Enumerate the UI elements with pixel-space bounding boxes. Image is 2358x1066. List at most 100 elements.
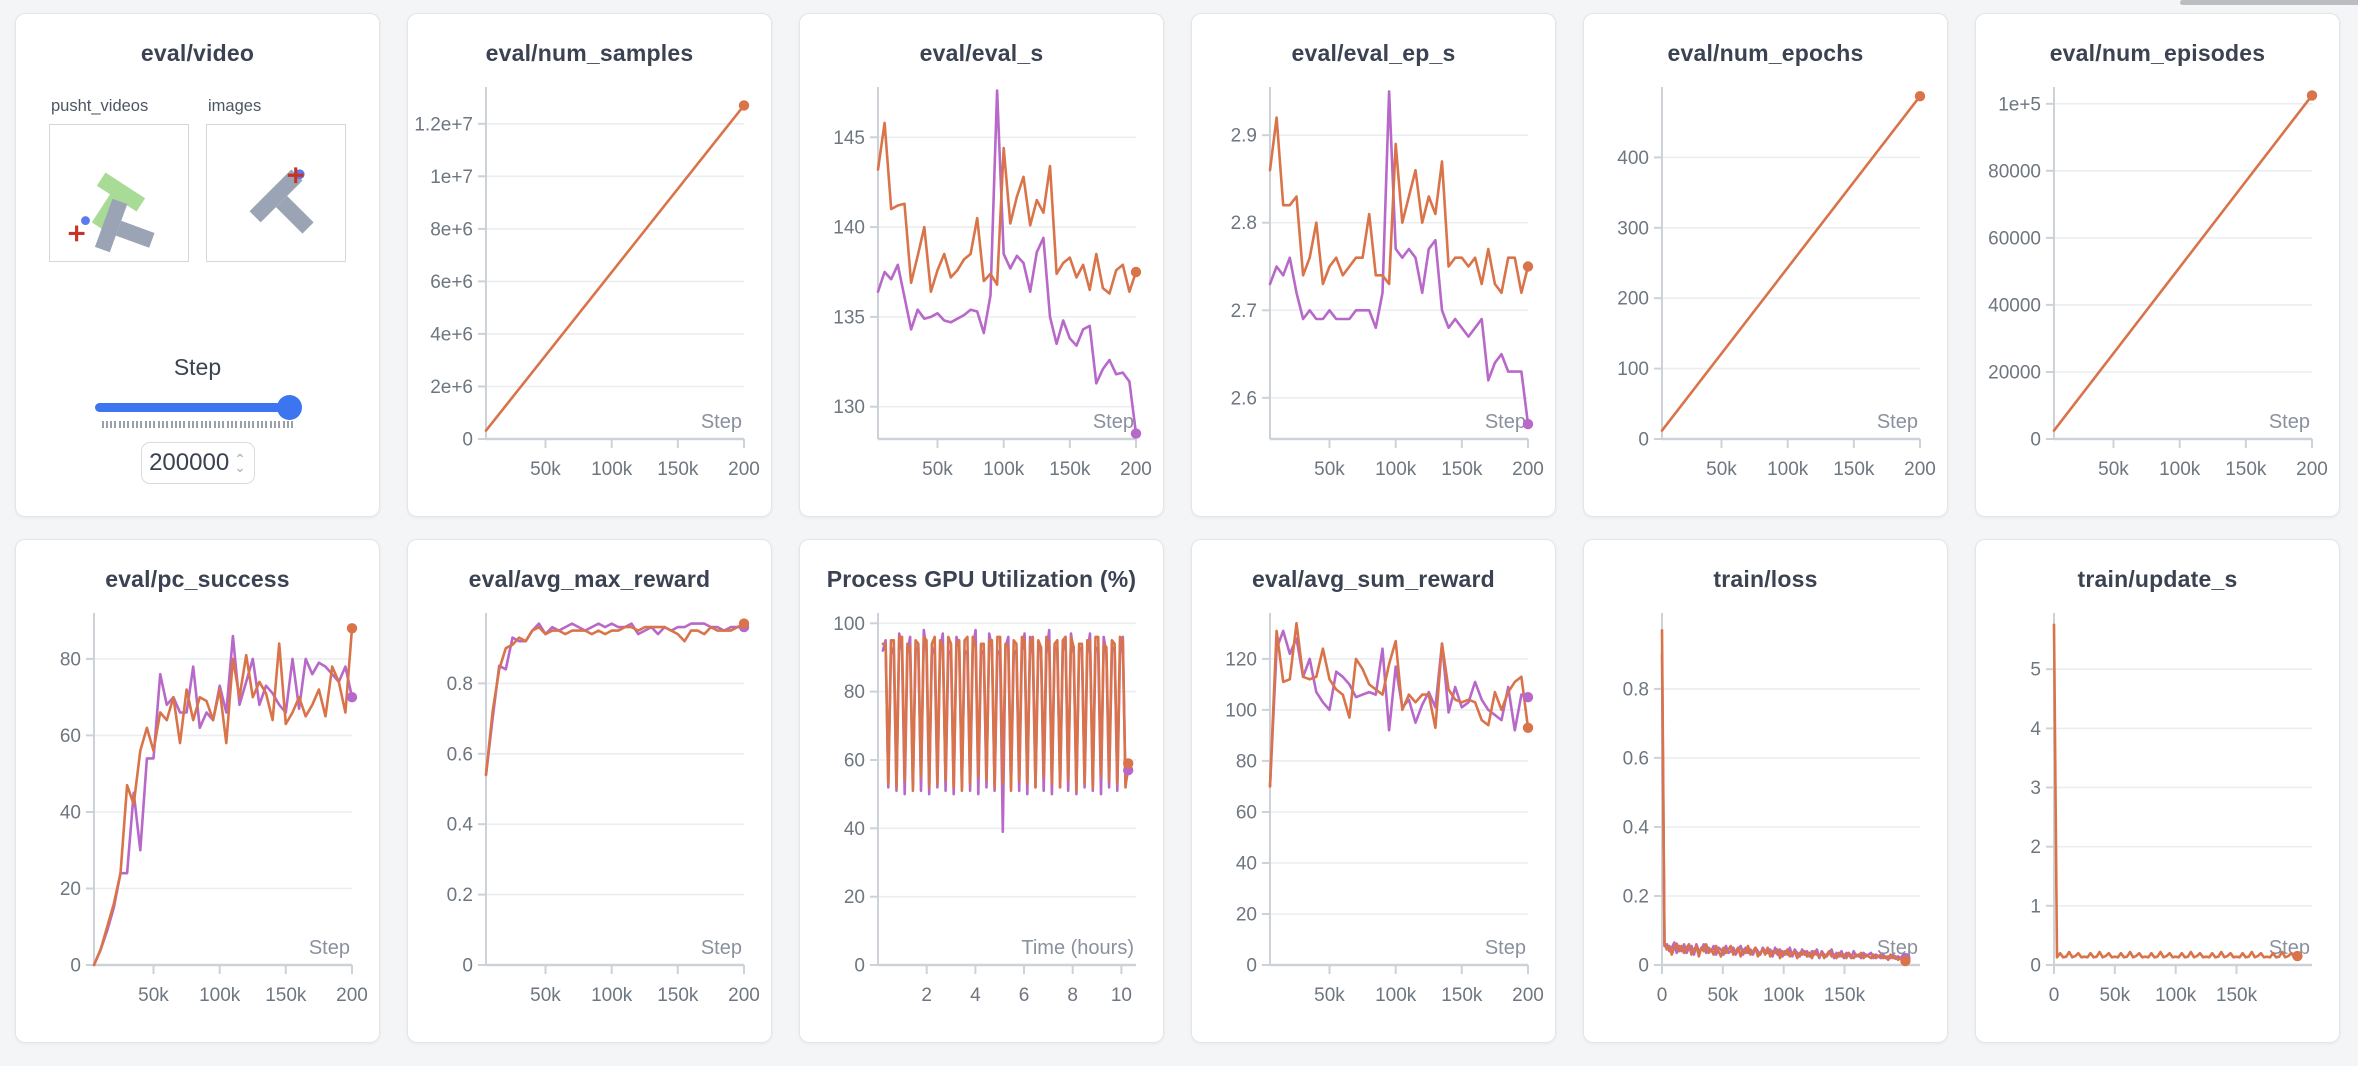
svg-text:5: 5 — [2030, 660, 2041, 681]
svg-text:60: 60 — [843, 751, 864, 772]
svg-text:100k: 100k — [983, 459, 1025, 480]
svg-text:1.2e+7: 1.2e+7 — [414, 114, 473, 135]
svg-text:100k: 100k — [591, 985, 633, 1006]
svg-text:150k: 150k — [657, 985, 699, 1006]
step-input[interactable]: 200000 ⌃ ⌄ — [140, 442, 255, 484]
svg-text:Step: Step — [1484, 937, 1525, 959]
svg-text:20: 20 — [59, 879, 80, 900]
svg-text:100k: 100k — [1375, 459, 1417, 480]
panel-eval-num-epochs: eval/num_epochs 0 100 200 300 400 50k 100k 150k… — [1583, 13, 1948, 517]
svg-text:150k: 150k — [2225, 459, 2267, 480]
svg-text:Step: Step — [700, 411, 741, 433]
chart-canvas[interactable]: 0 1 2 3 4 5 0 50k 100k 150k Step — [1976, 599, 2339, 1027]
chart-canvas[interactable]: 0 20 40 60 80 100 2 4 6 8 10 Time (hours) — [800, 599, 1163, 1027]
panel-train-update-s: train/update_s 0 1 2 3 4 5 0 50k 100k 150k Step — [1975, 539, 2340, 1043]
svg-text:6e+6: 6e+6 — [430, 272, 473, 293]
panel-title: eval/num_samples — [485, 40, 694, 66]
svg-text:Step: Step — [308, 937, 349, 959]
chart-canvas[interactable]: 0 20 40 60 80 50k 100k 150k 200 Step — [16, 599, 379, 1027]
svg-text:150k: 150k — [265, 985, 307, 1006]
chart-canvas[interactable]: 0 0.2 0.4 0.6 0.8 50k 100k 150k 200 Step — [408, 599, 771, 1027]
thumbnail-label-pusht-videos: pusht_videos — [51, 97, 149, 115]
panel-title: Process GPU Utilization (%) — [826, 566, 1137, 592]
svg-text:200: 200 — [2296, 459, 2328, 480]
svg-text:4: 4 — [970, 985, 981, 1006]
panel-eval-eval-s: eval/eval_s 130 135 140 145 50k 100k 150k 200 St… — [799, 13, 1164, 517]
svg-text:8e+6: 8e+6 — [430, 219, 473, 240]
chart-canvas[interactable]: 0 20 40 60 80 100 120 50k 100k 150k 200 Step — [1192, 599, 1555, 1027]
panel-title: train/loss — [1713, 566, 1818, 592]
svg-text:50k: 50k — [530, 985, 561, 1006]
svg-text:0.2: 0.2 — [1622, 887, 1648, 908]
svg-text:60: 60 — [59, 726, 80, 747]
svg-text:50k: 50k — [530, 459, 561, 480]
svg-text:20: 20 — [1235, 905, 1256, 926]
svg-text:50k: 50k — [1706, 459, 1737, 480]
svg-text:200: 200 — [1120, 459, 1152, 480]
svg-text:40: 40 — [1235, 854, 1256, 875]
video-thumbnail-pusht-videos[interactable] — [49, 124, 189, 262]
svg-text:200: 200 — [336, 985, 368, 1006]
svg-text:135: 135 — [833, 307, 865, 328]
panel-title: eval/eval_s — [919, 40, 1044, 66]
panel-title: eval/num_episodes — [2049, 40, 2266, 66]
panel-title: eval/video — [140, 40, 255, 66]
step-decrement-icon: ⌄ — [234, 459, 246, 475]
svg-text:0.4: 0.4 — [1622, 818, 1649, 839]
svg-text:100k: 100k — [1767, 459, 1809, 480]
svg-text:60: 60 — [1235, 803, 1256, 824]
chart-canvas[interactable]: 0 100 200 300 400 50k 100k 150k 200 Step — [1584, 73, 1947, 501]
svg-text:100k: 100k — [591, 459, 633, 480]
svg-text:50k: 50k — [2098, 459, 2129, 480]
svg-text:6: 6 — [1018, 985, 1029, 1006]
video-thumbnail-images[interactable] — [206, 124, 346, 262]
step-slider[interactable] — [94, 395, 303, 420]
thumbnail-label-images: images — [208, 97, 262, 115]
panel-eval-num-samples: eval/num_samples 0 2e+6 4e+6 6e+6 8e+6 1e+7 1.… — [407, 13, 772, 517]
chart-canvas[interactable]: 130 135 140 145 50k 100k 150k 200 Step — [800, 73, 1163, 501]
svg-text:100k: 100k — [2159, 459, 2201, 480]
step-slider-handle[interactable] — [277, 395, 303, 420]
svg-text:2.6: 2.6 — [1230, 388, 1256, 409]
svg-text:0.4: 0.4 — [446, 815, 473, 836]
svg-text:150k: 150k — [657, 459, 699, 480]
svg-text:50k: 50k — [1314, 459, 1345, 480]
svg-text:150k: 150k — [1441, 985, 1483, 1006]
svg-text:1: 1 — [2030, 896, 2041, 917]
svg-text:1e+5: 1e+5 — [1998, 94, 2041, 115]
svg-text:4e+6: 4e+6 — [430, 324, 473, 345]
svg-text:200: 200 — [1617, 289, 1649, 310]
step-increment-icon: ⌃ — [234, 451, 246, 468]
svg-text:0: 0 — [462, 956, 473, 977]
svg-text:Step: Step — [1092, 411, 1133, 433]
svg-text:Step: Step — [700, 937, 741, 959]
chart-canvas[interactable]: 2.6 2.7 2.8 2.9 50k 100k 150k 200 Step — [1192, 73, 1555, 501]
svg-text:145: 145 — [833, 128, 865, 149]
goal-cross-icon — [68, 225, 85, 242]
svg-text:80: 80 — [1235, 751, 1256, 772]
svg-text:100k: 100k — [199, 985, 241, 1006]
svg-text:200: 200 — [1512, 985, 1544, 1006]
step-slider-ticks — [101, 421, 294, 428]
gray-t-shape — [249, 169, 314, 234]
chart-canvas[interactable]: 0 20000 40000 60000 80000 1e+5 50k 100k 150k 200 S… — [1976, 73, 2339, 501]
svg-text:130: 130 — [833, 397, 865, 418]
svg-text:8: 8 — [1067, 985, 1078, 1006]
svg-text:120: 120 — [1225, 649, 1257, 670]
svg-text:150k: 150k — [2215, 985, 2257, 1006]
svg-text:100k: 100k — [2155, 985, 2197, 1006]
svg-text:140: 140 — [833, 218, 865, 239]
svg-text:200: 200 — [728, 459, 760, 480]
chart-canvas[interactable]: 0 2e+6 4e+6 6e+6 8e+6 1e+7 1.2e+7 50k 100k 150k 20… — [408, 73, 771, 501]
svg-text:0: 0 — [854, 956, 865, 977]
video-thumbnails: pusht_videos — [16, 97, 379, 262]
svg-text:50k: 50k — [1314, 985, 1345, 1006]
svg-text:Time (hours): Time (hours) — [1021, 937, 1134, 959]
chart-canvas[interactable]: 0 0.2 0.4 0.6 0.8 0 50k 100k 150k Step — [1584, 599, 1947, 1027]
svg-text:20000: 20000 — [1988, 363, 2041, 384]
svg-text:3: 3 — [2030, 778, 2041, 799]
panel-eval-video: eval/video pusht_videos — [15, 13, 380, 517]
step-spinner[interactable]: ⌃ ⌄ — [234, 451, 246, 475]
svg-text:0.6: 0.6 — [1622, 748, 1648, 769]
svg-text:300: 300 — [1617, 218, 1649, 239]
